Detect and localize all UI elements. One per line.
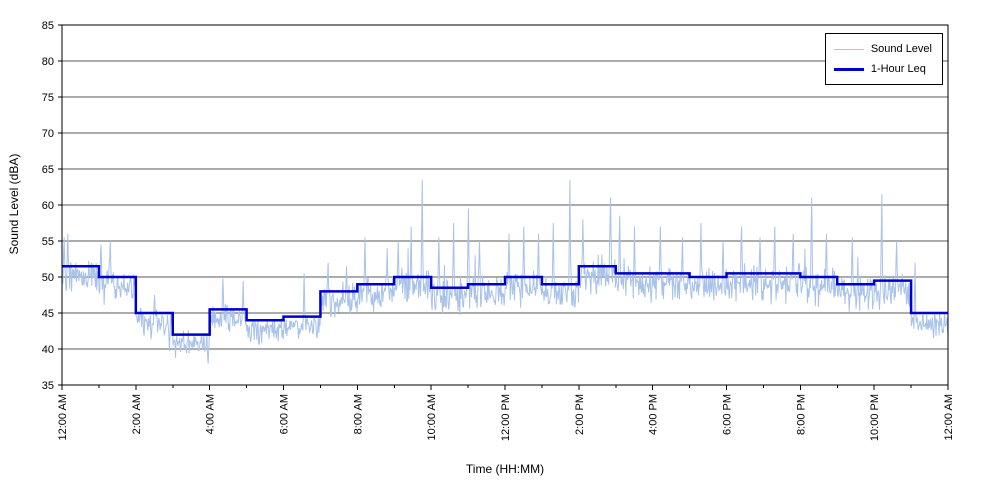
legend-entry-1hour-leq: 1-Hour Leq — [833, 59, 932, 79]
x-axis-title: Time (HH:MM) — [465, 462, 545, 476]
x-tick-label: 12:00 AM — [943, 394, 955, 440]
x-tick-label: 12:00 AM — [57, 394, 69, 440]
legend: Sound Level 1-Hour Leq — [824, 33, 943, 85]
sound-level-series — [61, 179, 949, 364]
legend-label: 1-Hour Leq — [870, 63, 926, 75]
y-tick-label: 55 — [42, 236, 54, 248]
x-tick-label: 2:00 PM — [574, 394, 586, 435]
x-tick-label: 4:00 PM — [648, 394, 660, 435]
y-tick-label: 60 — [42, 200, 54, 212]
x-tick-label: 6:00 PM — [722, 394, 734, 435]
leq-line-swatch — [833, 67, 864, 71]
x-tick-label: 8:00 AM — [352, 394, 364, 434]
y-tick-label: 85 — [42, 20, 54, 32]
x-tick-label: 10:00 AM — [426, 394, 438, 440]
sound-level-line-swatch — [833, 48, 864, 50]
y-axis-title: Sound Level (dBA) — [7, 153, 21, 255]
x-tick-label: 4:00 AM — [205, 394, 217, 434]
x-tick-label: 10:00 PM — [869, 394, 881, 441]
y-tick-label: 70 — [42, 128, 54, 140]
x-tick-label: 8:00 PM — [795, 394, 807, 435]
legend-entry-sound-level: Sound Level — [833, 39, 932, 59]
y-tick-label: 50 — [42, 272, 54, 284]
y-tick-label: 45 — [42, 308, 54, 320]
x-axis: 12:00 AM 2:00 AM 4:00 AM 6:00 AM 8:00 AM 10:0… — [57, 385, 955, 441]
y-tick-label: 65 — [42, 164, 54, 176]
y-tick-label: 40 — [42, 344, 54, 356]
y-tick-label: 80 — [42, 56, 54, 68]
x-tick-label: 12:00 PM — [500, 394, 512, 441]
leq-series — [62, 264, 948, 336]
legend-label: Sound Level — [870, 43, 932, 55]
x-tick-label: 2:00 AM — [131, 394, 143, 434]
x-tick-label: 6:00 AM — [279, 394, 291, 434]
y-tick-label: 35 — [42, 380, 54, 392]
y-tick-label: 75 — [42, 92, 54, 104]
y-axis: 35 40 45 50 55 60 65 70 75 80 85 — [42, 20, 62, 392]
